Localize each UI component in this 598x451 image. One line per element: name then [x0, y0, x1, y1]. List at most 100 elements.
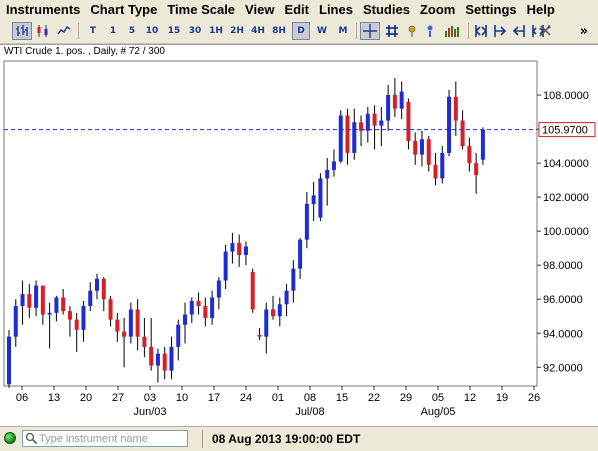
y-tick-label: 92.0000 — [543, 362, 583, 374]
y-tick-label: 104.0000 — [543, 158, 589, 170]
info-button[interactable] — [423, 22, 437, 40]
candle-down — [67, 311, 72, 320]
menu-edit[interactable]: Edit — [284, 2, 309, 17]
info-icon — [427, 25, 433, 37]
candle-up — [216, 280, 221, 298]
candle-up — [176, 324, 181, 347]
candle-down — [196, 300, 201, 307]
zoom-fit-icon — [475, 25, 487, 37]
candle-up — [183, 314, 188, 325]
timeframe-8h-button[interactable]: 8H — [272, 26, 286, 36]
menu-instruments[interactable]: Instruments — [6, 2, 81, 17]
candle-up — [365, 113, 370, 131]
candle-up — [155, 353, 160, 366]
candle-up — [169, 346, 174, 371]
timeframe-monthly-button[interactable]: M — [338, 26, 348, 36]
timeframe-weekly-button[interactable]: W — [317, 26, 327, 36]
toolbar-more-button[interactable]: » — [579, 23, 589, 39]
toolbar-separator — [78, 23, 79, 39]
timeframe-15-button[interactable]: 15 — [167, 26, 181, 36]
timeframe-1h-button[interactable]: 1H — [209, 26, 223, 36]
candle-up — [338, 115, 343, 162]
candle-up — [95, 278, 100, 291]
candlestick-chart[interactable]: 92.0000 94.0000 96.0000 98.0000 100.0000 102.… — [0, 45, 598, 427]
tools-icon — [539, 24, 552, 37]
candle-down — [27, 294, 32, 308]
candle-down — [115, 319, 120, 332]
menu-lines[interactable]: Lines — [319, 2, 353, 17]
menu-view[interactable]: View — [245, 2, 275, 17]
bar-chart-button[interactable] — [12, 22, 32, 40]
x-tick-label: 17 — [208, 392, 220, 404]
instrument-search-box[interactable] — [22, 430, 188, 447]
x-month-label: Jun/03 — [133, 406, 166, 418]
zoom-out-icon — [512, 25, 525, 37]
candle-up — [81, 306, 86, 330]
menu-time-scale[interactable]: Time Scale — [167, 2, 236, 17]
x-tick-label: 26 — [528, 392, 540, 404]
timeframe-30-button[interactable]: 30 — [188, 26, 202, 36]
menu-settings[interactable]: Settings — [465, 2, 517, 17]
candle-down — [392, 95, 397, 109]
timeframe-tick-button[interactable]: T — [89, 26, 97, 36]
tools-button[interactable] — [537, 22, 553, 40]
dividend-icon — [408, 25, 416, 37]
y-tick-label: 100.0000 — [543, 226, 589, 238]
candle-down — [135, 309, 140, 337]
x-tick-label: 13 — [48, 392, 60, 404]
x-tick-label: 19 — [496, 392, 508, 404]
menu-zoom[interactable]: Zoom — [419, 2, 456, 17]
x-tick-label: 03 — [144, 392, 156, 404]
menu-bar: Instruments Chart Type Time Scale View E… — [0, 0, 598, 19]
candle-up — [331, 161, 336, 170]
candle-up — [318, 178, 323, 218]
zoom-range-icon — [531, 25, 545, 37]
timeframe-2h-button[interactable]: 2H — [230, 26, 244, 36]
zoom-fit-button[interactable] — [473, 22, 489, 40]
line-chart-button[interactable] — [55, 22, 73, 40]
line-chart-icon — [57, 26, 71, 35]
candle-down — [40, 285, 45, 315]
toolbar-separator — [356, 23, 357, 39]
candlestick-icon — [37, 25, 48, 37]
y-tick-label: 108.0000 — [543, 90, 589, 102]
zoom-range-button[interactable] — [530, 22, 546, 40]
menu-studies[interactable]: Studies — [362, 2, 410, 17]
candle-up — [277, 304, 282, 317]
candle-down — [474, 163, 479, 176]
bar-chart-icon — [16, 25, 28, 36]
grid-button[interactable] — [383, 22, 401, 40]
candle-up — [47, 312, 52, 315]
status-datetime: 08 Aug 2013 19:00:00 EDT — [212, 432, 361, 446]
current-price-label: 105.9700 — [542, 125, 588, 137]
menu-chart-type[interactable]: Chart Type — [90, 2, 158, 17]
dividend-button[interactable] — [405, 22, 419, 40]
candle-down — [61, 297, 66, 312]
candle-down — [101, 278, 106, 300]
menu-help[interactable]: Help — [526, 2, 555, 17]
zoom-out-button[interactable] — [511, 22, 527, 40]
timeframe-10-button[interactable]: 10 — [145, 26, 159, 36]
zoom-in-button[interactable] — [492, 22, 508, 40]
x-tick-label: 06 — [16, 392, 28, 404]
candle-up — [54, 297, 59, 313]
candle-up — [291, 268, 296, 291]
timeframe-4h-button[interactable]: 4H — [251, 26, 265, 36]
candle-up — [128, 309, 133, 337]
x-tick-label: 22 — [368, 392, 380, 404]
instrument-search-input[interactable] — [39, 431, 185, 446]
volume-button[interactable] — [443, 22, 463, 40]
candle-up — [379, 120, 384, 126]
y-tick-label: 96.0000 — [543, 294, 583, 306]
x-tick-label: 20 — [80, 392, 92, 404]
candle-up — [230, 243, 235, 252]
chart-area[interactable]: 92.0000 94.0000 96.0000 98.0000 100.0000 102.… — [0, 44, 598, 427]
current-price-box — [538, 122, 596, 138]
candlestick-button[interactable] — [34, 22, 52, 40]
crosshair-button[interactable] — [360, 22, 380, 40]
timeframe-daily-button[interactable]: D — [292, 22, 310, 40]
timeframe-1-button[interactable]: 1 — [109, 26, 117, 36]
candle-up — [399, 91, 404, 109]
x-tick-label: 15 — [336, 392, 348, 404]
timeframe-5-button[interactable]: 5 — [128, 26, 136, 36]
